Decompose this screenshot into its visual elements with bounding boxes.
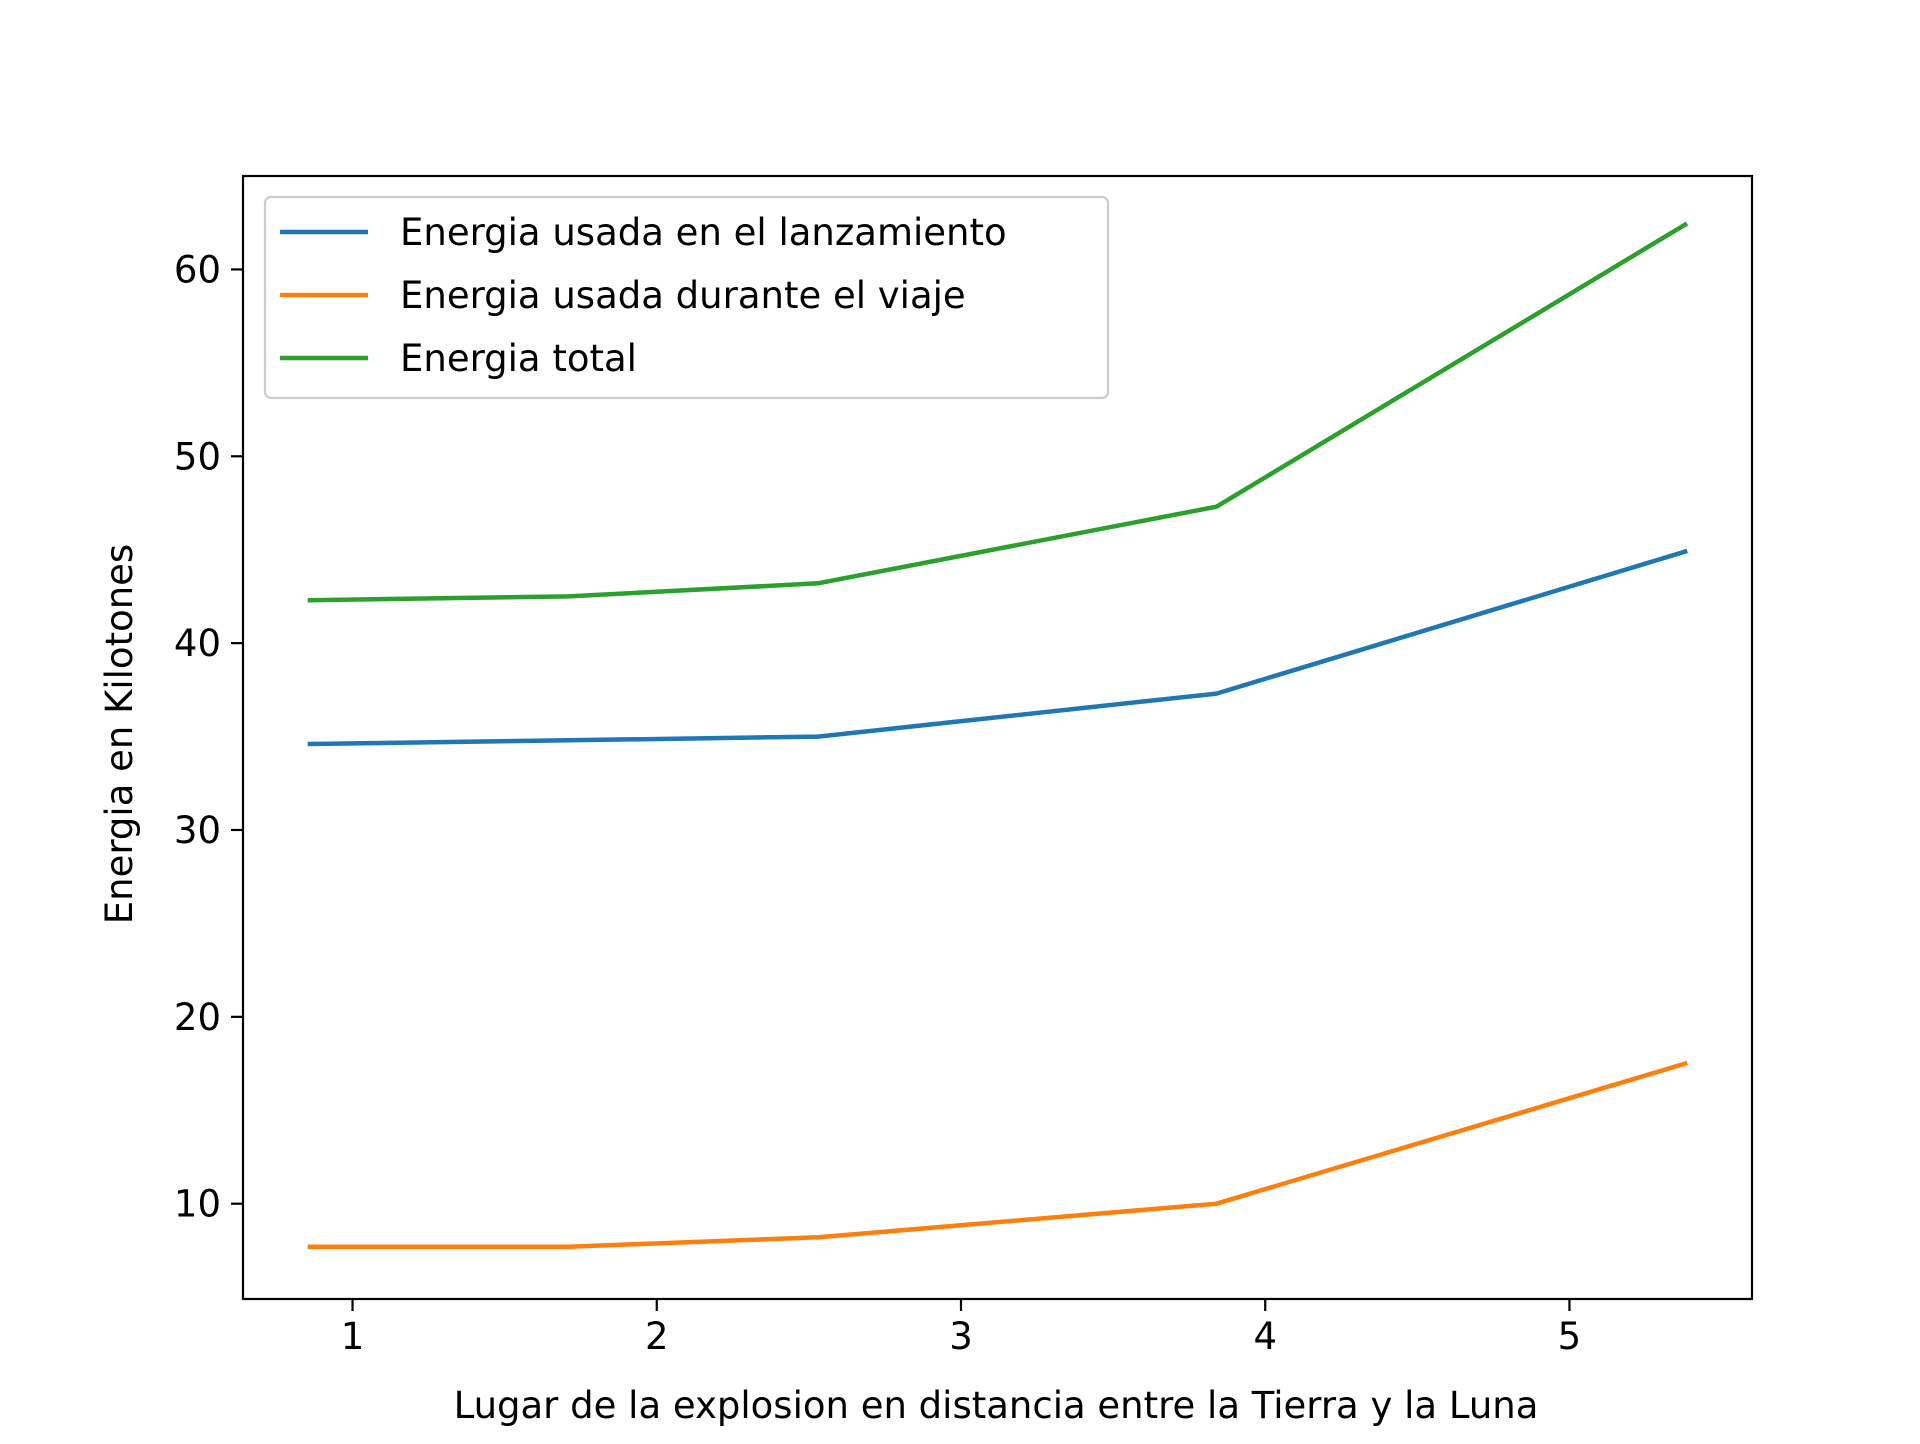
y-tick-label: 30 xyxy=(174,809,221,852)
x-tick-label: 5 xyxy=(1558,1315,1582,1358)
y-tick-label: 20 xyxy=(174,996,221,1039)
x-tick-label: 4 xyxy=(1253,1315,1277,1358)
y-tick-label: 60 xyxy=(174,248,221,291)
x-tick-label: 1 xyxy=(341,1315,365,1358)
x-tick-label: 2 xyxy=(645,1315,669,1358)
y-tick-label: 50 xyxy=(174,435,221,478)
legend-label-energia-total: Energia total xyxy=(400,337,637,380)
y-axis-label: Energia en Kilotones xyxy=(98,544,141,924)
y-tick-label: 10 xyxy=(174,1183,221,1226)
x-axis-label: Lugar de la explosion en distancia entre… xyxy=(454,1384,1539,1427)
legend: Energia usada en el lanzamiento Energia u… xyxy=(265,197,1108,398)
legend-label-energia-usada-en-el-lanzamiento: Energia usada en el lanzamiento xyxy=(400,211,1007,254)
legend-label-energia-usada-durante-el-viaje: Energia usada durante el viaje xyxy=(400,274,966,317)
y-tick-label: 40 xyxy=(174,622,221,665)
x-tick-label: 3 xyxy=(949,1315,973,1358)
